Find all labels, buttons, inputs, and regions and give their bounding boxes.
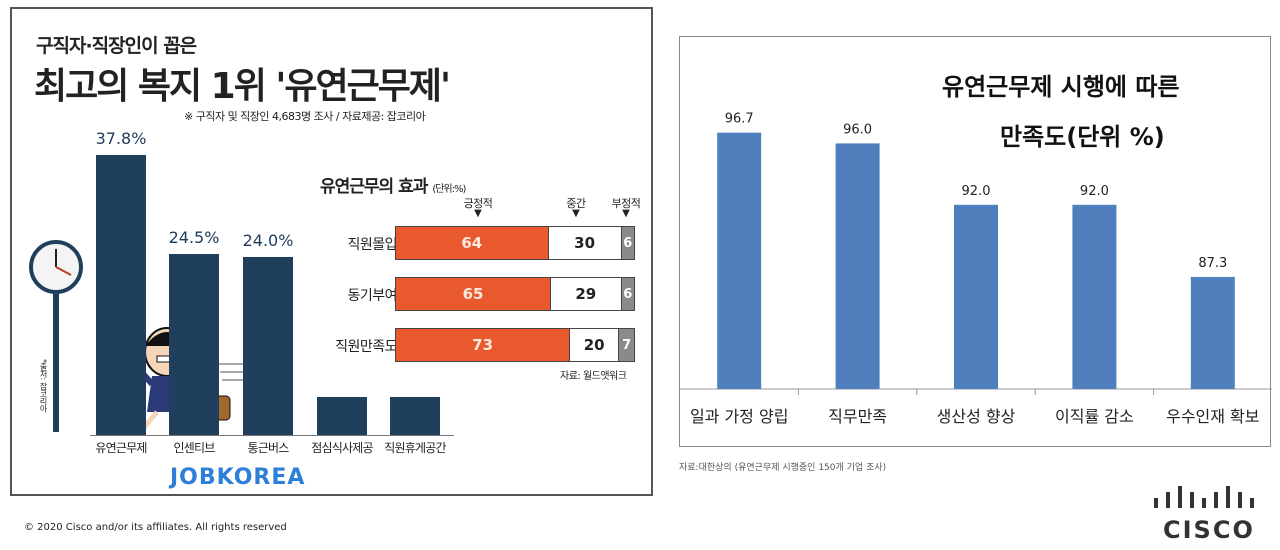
infographic-title: 최고의 복지 1위 '유연근무제'	[34, 66, 451, 107]
welfare-bar	[390, 397, 440, 435]
vertical-caption: *출처: 잡코리아	[39, 359, 48, 412]
satisfaction-category-label: 우수인재 확보	[1166, 407, 1259, 426]
welfare-bar	[169, 253, 219, 435]
welfare-bar	[317, 397, 367, 435]
satisfaction-category-label: 이직률 감소	[1055, 407, 1134, 426]
header-neutral-arrow: ▼	[572, 208, 580, 219]
satisfaction-category-label: 직무만족	[828, 407, 887, 426]
welfare-category-label: 점심식사제공	[311, 441, 373, 455]
header-positive-arrow: ▼	[474, 208, 482, 219]
welfare-value-label: 24.5%	[168, 227, 220, 247]
satisfaction-value-label: 92.0	[1080, 184, 1109, 199]
welfare-value-label: 24.0%	[242, 231, 294, 251]
welfare-baseline	[90, 435, 454, 436]
welfare-category-label: 통근버스	[247, 441, 290, 455]
cisco-bars-icon	[1154, 486, 1254, 508]
effect-segment-positive: 64	[395, 226, 549, 260]
clock-icon	[29, 240, 83, 432]
satisfaction-bar	[717, 132, 762, 389]
effect-chart-title: 유연근무의 효과 (단위:%)	[320, 172, 466, 197]
satisfaction-value-label: 92.0	[962, 184, 991, 199]
welfare-bar	[96, 155, 146, 435]
welfare-category-label: 유연근무제	[95, 441, 147, 455]
chart-title-line2: 만족도(단위 %)	[1000, 123, 1165, 151]
effect-title-text: 유연근무의 효과	[320, 177, 428, 197]
jobkorea-infographic: 구직자·직장인이 꼽은 최고의 복지 1위 '유연근무제' ※ 구직자 및 직장…	[10, 7, 653, 496]
satisfaction-bar	[1190, 276, 1235, 389]
effect-segment-neutral: 20	[570, 328, 619, 362]
survey-note: ※ 구직자 및 직장인 4,683명 조사 / 자료제공: 잡코리아	[184, 110, 426, 123]
effect-segment-negative: 6	[620, 277, 635, 311]
effect-row-label: 직원몰입	[347, 237, 397, 253]
satisfaction-category-label: 생산성 향상	[937, 407, 1016, 426]
effect-row-label: 동기부여	[347, 288, 397, 304]
effect-segment-neutral: 29	[551, 277, 621, 311]
welfare-category-label: 인센티브	[173, 441, 216, 455]
chart-source: 자료:대한상의 (유연근무제 시행중인 150개 기업 조사)	[679, 463, 887, 473]
header-neutral: 중간	[566, 197, 586, 210]
welfare-bar	[243, 257, 293, 435]
effect-unit: (단위:%)	[432, 184, 466, 195]
satisfaction-chart-panel: 96.7 일과 가정 양립 96.0 직무만족 92.0 생산성 향상 92.0 이직률 감소…	[679, 36, 1272, 447]
effect-segment-positive: 73	[395, 328, 571, 362]
satisfaction-bar	[835, 143, 880, 389]
chart-title-line1: 유연근무제 시행에 따른	[942, 73, 1180, 101]
copyright-text: © 2020 Cisco and/or its affiliates. All …	[24, 522, 287, 533]
satisfaction-bar	[954, 204, 998, 389]
header-negative: 부정적	[611, 197, 641, 210]
welfare-value-label: 37.8%	[95, 129, 147, 148]
jobkorea-logo: JOBKOREA	[170, 465, 306, 490]
satisfaction-bar	[1072, 204, 1117, 389]
cisco-logo-text: CISCO	[1163, 516, 1255, 544]
effect-segment-positive: 65	[395, 277, 551, 311]
header-negative-arrow: ▼	[622, 208, 630, 219]
satisfaction-value-label: 96.7	[725, 112, 754, 127]
infographic-subtitle: 구직자·직장인이 꼽은	[36, 35, 197, 57]
effect-row-label: 직원만족도	[335, 339, 397, 355]
satisfaction-bar-chart: 96.7 일과 가정 양립 96.0 직무만족 92.0 생산성 향상 92.0 이직률 감소…	[680, 112, 1272, 426]
effect-segment-neutral: 30	[548, 226, 621, 260]
effect-segment-negative: 7	[618, 328, 635, 362]
satisfaction-value-label: 96.0	[843, 122, 872, 137]
header-positive: 긍정적	[463, 197, 493, 210]
satisfaction-value-label: 87.3	[1198, 256, 1227, 271]
effect-source: 자료: 월드앳워크	[560, 371, 627, 382]
satisfaction-category-label: 일과 가정 양립	[690, 407, 789, 426]
effect-segment-negative: 6	[620, 226, 635, 260]
welfare-category-label: 직원휴게공간	[384, 441, 446, 455]
